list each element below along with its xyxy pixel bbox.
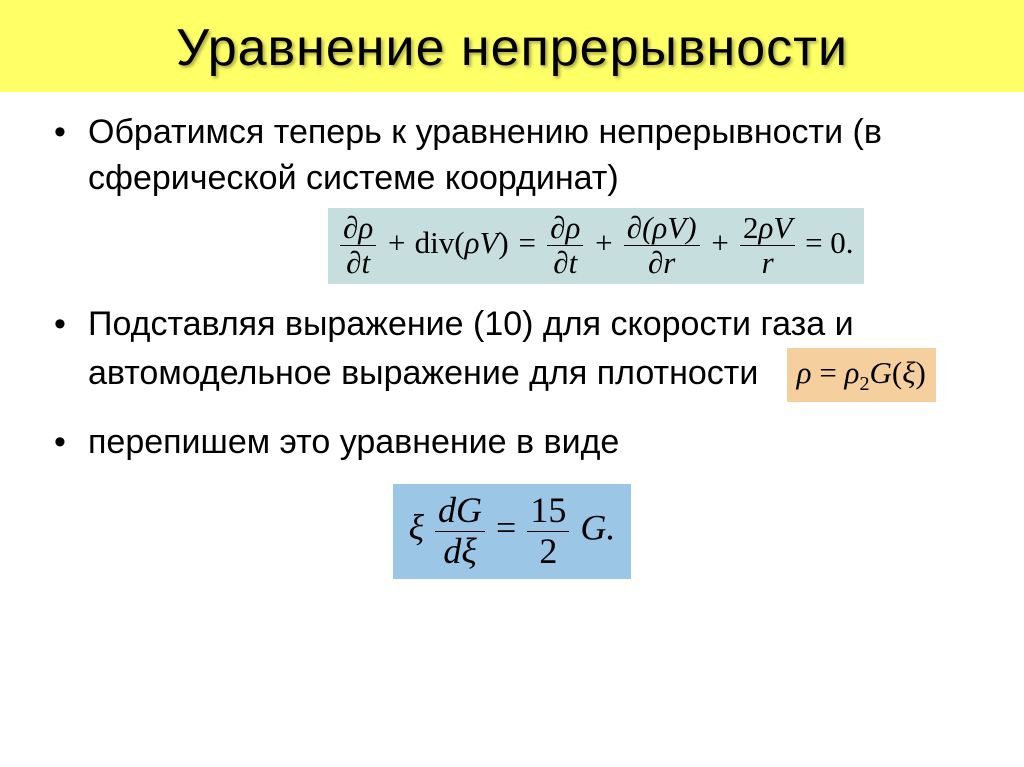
equation-continuity-wrap: ∂ρ∂t + div(ρV) = ∂ρ∂t + ∂(ρV)∂r + 2ρVr =…	[328, 208, 976, 284]
equation-continuity: ∂ρ∂t + div(ρV) = ∂ρ∂t + ∂(ρV)∂r + 2ρVr =…	[328, 208, 864, 284]
bullet-2: Подставляя выражение (10) для скорости г…	[48, 302, 976, 402]
bullet-1: Обратимся теперь к уравнению непрерывнос…	[48, 110, 976, 284]
slide-content: Обратимся теперь к уравнению непрерывнос…	[0, 92, 1024, 579]
title-bar: Уравнение непрерывности	[0, 0, 1024, 92]
bullet-list: Обратимся теперь к уравнению непрерывнос…	[48, 110, 976, 466]
bullet-2-text: Подставляя выражение (10) для скорости г…	[88, 305, 854, 392]
bullet-1-text: Обратимся теперь к уравнению непрерывнос…	[88, 113, 882, 197]
equation-result-wrap: ξ dGdξ = 152 G.	[48, 484, 976, 579]
slide-title: Уравнение непрерывности	[10, 18, 1014, 78]
equation-result: ξ dGdξ = 152 G.	[393, 484, 632, 579]
equation-density: ρ = ρ2G(ξ)	[787, 348, 936, 402]
bullet-3-text: перепишем это уравнение в виде	[88, 423, 619, 461]
bullet-3: перепишем это уравнение в виде	[48, 420, 976, 466]
